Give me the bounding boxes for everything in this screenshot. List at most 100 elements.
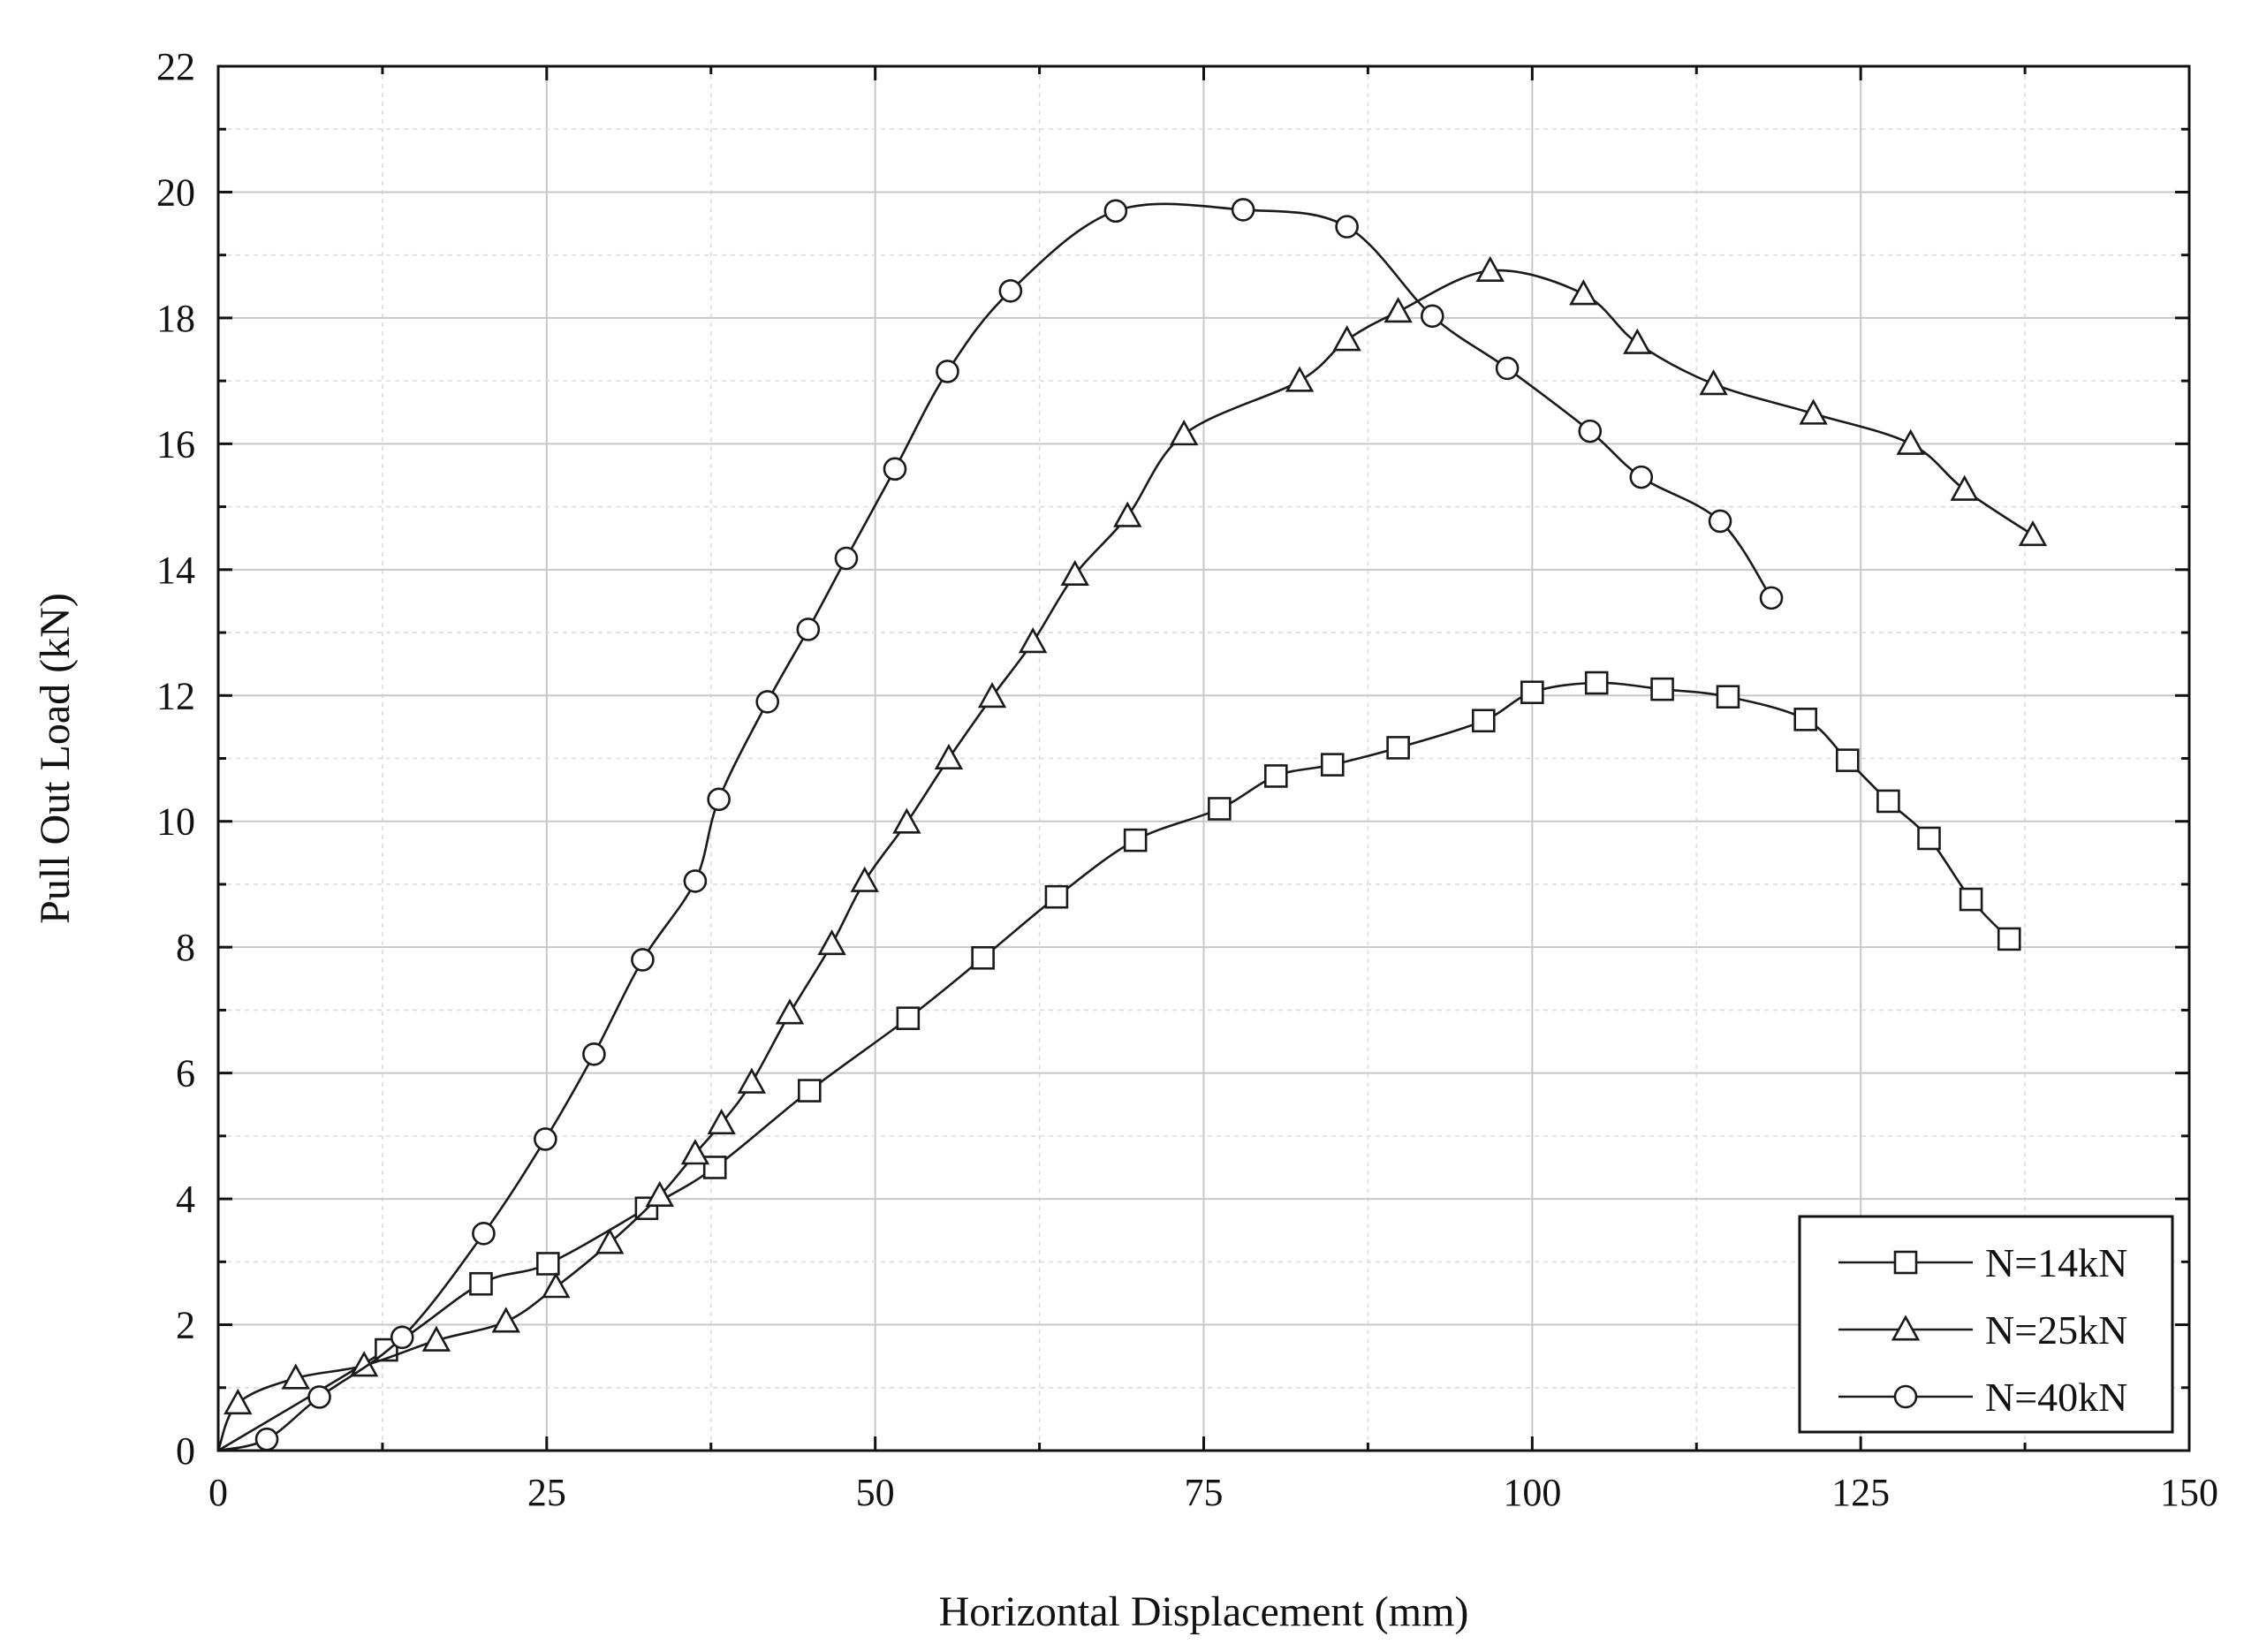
series-line-n40 (217, 202, 1773, 1452)
series-n25 (216, 255, 2048, 1451)
series (216, 198, 2048, 1452)
data-point-n25 (1699, 369, 1728, 396)
x-tick-label: 150 (2160, 1471, 2218, 1514)
data-point-n25 (2018, 519, 2048, 547)
y-tick-label: 20 (156, 171, 195, 214)
data-point-n40 (472, 1221, 496, 1246)
data-point-n14 (1917, 826, 1941, 851)
data-point-n40 (390, 1325, 414, 1350)
data-point-n25 (1383, 297, 1413, 323)
data-point-n25 (737, 1067, 767, 1094)
y-tick-label: 22 (156, 45, 195, 88)
data-point-n25 (1950, 474, 1979, 501)
data-point-n40 (1420, 304, 1444, 329)
y-tick-label: 12 (156, 674, 195, 717)
y-tick-label: 14 (156, 549, 195, 592)
data-point-n14 (1264, 764, 1288, 788)
data-point-n14 (971, 945, 995, 970)
plot-frame (216, 64, 2191, 1452)
data-point-n25 (491, 1307, 520, 1333)
data-point-n40 (834, 546, 859, 571)
legend-marker-n25 (1891, 1315, 1921, 1341)
y-tick-label: 16 (156, 422, 195, 466)
data-point-n40 (307, 1385, 331, 1409)
y-axis-tick-labels: 0 2 4 6 8 10 12 14 16 18 20 22 (156, 45, 195, 1473)
y-axis-title: Pull Out Load (kN) (32, 593, 79, 924)
data-point-n14 (1320, 753, 1345, 777)
data-point-n40 (1708, 509, 1732, 534)
data-point-n14 (702, 1156, 727, 1179)
data-point-n14 (797, 1079, 822, 1103)
data-point-n14 (1584, 671, 1609, 695)
data-point-n40 (755, 690, 780, 714)
data-point-n14 (1716, 685, 1740, 709)
data-point-n25 (1799, 398, 1828, 425)
data-point-n40 (1495, 356, 1520, 381)
data-point-n40 (998, 278, 1023, 303)
data-point-n25 (1475, 255, 1505, 282)
data-point-n40 (534, 1127, 557, 1151)
y-tick-label: 6 (176, 1052, 195, 1095)
legend-marker-n14 (1893, 1250, 1918, 1275)
y-tick-label: 18 (156, 297, 195, 340)
data-point-n14 (1997, 927, 2021, 951)
data-point-n25 (542, 1272, 571, 1299)
data-point-n40 (707, 787, 731, 812)
x-tick-label: 50 (856, 1471, 895, 1514)
data-point-n40 (936, 360, 959, 383)
legend-marker-n40 (1893, 1384, 1918, 1409)
data-point-n25 (1896, 428, 1925, 455)
data-point-n25 (1285, 366, 1315, 392)
data-point-n14 (1472, 709, 1496, 733)
data-point-n14 (1793, 708, 1817, 731)
data-point-n25 (934, 743, 964, 770)
data-point-n25 (1018, 627, 1048, 654)
data-point-n25 (224, 1388, 253, 1415)
y-tick-label: 10 (156, 800, 195, 844)
data-point-n40 (1103, 199, 1128, 224)
legend-label-n14: N=14kN (1985, 1240, 2127, 1285)
data-point-n25 (817, 928, 846, 956)
series-n40 (217, 198, 1784, 1452)
data-point-n40 (254, 1427, 279, 1451)
x-tick-label: 75 (1185, 1471, 1224, 1514)
legend-entry-n25: N=25kN (1838, 1307, 2127, 1353)
data-point-n25 (281, 1363, 310, 1390)
data-point-n40 (1629, 465, 1654, 489)
data-point-n25 (850, 866, 879, 892)
data-point-n14 (1876, 789, 1900, 814)
data-point-n25 (645, 1180, 674, 1208)
y-tick-label: 8 (176, 926, 195, 969)
series-line-n14 (217, 681, 2011, 1452)
data-point-n40 (683, 869, 708, 893)
data-point-n14 (1044, 884, 1069, 909)
data-point-n14 (1650, 677, 1674, 701)
legend-entry-n14: N=14kN (1838, 1240, 2127, 1285)
data-point-n25 (707, 1108, 736, 1135)
y-tick-label: 4 (176, 1178, 195, 1221)
series-n14 (217, 671, 2021, 1452)
data-point-n25 (977, 682, 1007, 709)
x-tick-label: 0 (208, 1471, 228, 1514)
data-point-n14 (896, 1006, 921, 1030)
data-point-n14 (1959, 887, 1983, 912)
y-tick-label: 0 (176, 1429, 195, 1473)
data-point-n14 (1520, 680, 1544, 705)
data-point-n25 (421, 1325, 451, 1352)
data-point-n25 (1169, 420, 1199, 446)
data-point-n25 (680, 1139, 710, 1165)
x-tick-label: 100 (1503, 1471, 1561, 1514)
y-tick-label: 2 (176, 1304, 195, 1347)
data-point-n25 (1569, 279, 1598, 306)
data-point-n40 (1231, 198, 1255, 222)
data-point-n40 (1335, 215, 1359, 239)
data-point-n25 (595, 1228, 625, 1254)
x-tick-label: 125 (1831, 1471, 1890, 1514)
x-tick-label: 25 (527, 1471, 566, 1514)
data-point-n14 (1386, 736, 1410, 760)
data-point-n14 (469, 1271, 493, 1296)
data-point-n40 (582, 1042, 606, 1066)
legend-label-n40: N=40kN (1985, 1375, 2127, 1420)
data-point-n14 (536, 1252, 560, 1276)
